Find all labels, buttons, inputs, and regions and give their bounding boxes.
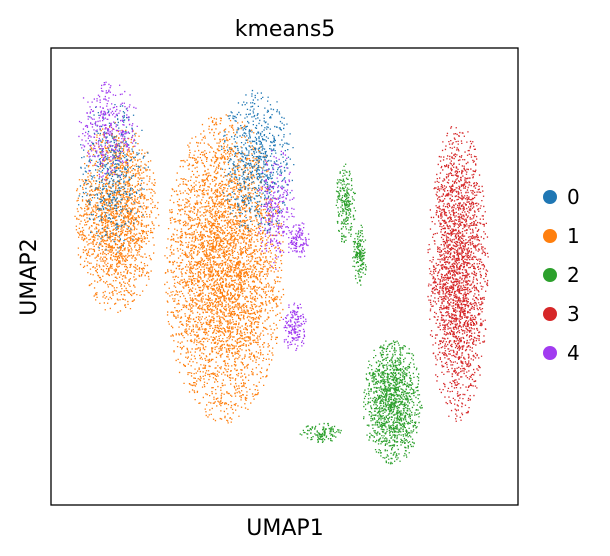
cluster-4-points [282,302,307,351]
legend-label-1: 1 [567,224,580,248]
cluster-4-points [288,222,310,258]
cluster-0-group-4 [221,89,295,234]
legend: 0 1 2 3 4 [543,185,580,365]
legend-marker-3 [543,307,557,321]
cluster-0-group-1 [78,104,149,253]
cluster-2-group-8 [335,163,357,243]
scatter-points [74,81,489,465]
cluster-1-group-0 [74,121,160,314]
legend-label-3: 3 [567,302,580,326]
legend-marker-0 [543,190,557,204]
cluster-1-points [74,121,160,314]
cluster-2-points [363,340,423,465]
cluster-2-group-11 [299,422,342,443]
cluster-0-points [221,89,295,234]
cluster-4-group-7 [288,222,310,258]
cluster-3-group-12 [427,126,489,422]
cluster-4-group-2 [78,81,138,181]
chart-title: kmeans5 [235,17,336,42]
legend-label-2: 2 [567,263,580,287]
cluster-2-group-10 [363,340,423,465]
cluster-1-group-3 [164,114,285,424]
legend-label-4: 4 [567,341,580,365]
cluster-4-group-5 [258,150,295,270]
cluster-1-points [164,114,285,424]
y-axis-label: UMAP2 [17,238,42,315]
legend-label-0: 0 [567,185,580,209]
plot-frame [50,47,519,506]
legend-marker-4 [543,346,557,360]
cluster-2-points [352,224,367,286]
cluster-2-group-9 [352,224,367,286]
x-axis-label: UMAP1 [246,516,323,541]
cluster-2-points [335,163,357,243]
cluster-4-group-6 [282,302,307,351]
cluster-2-points [299,422,342,443]
cluster-4-points [78,81,138,181]
legend-marker-1 [543,229,557,243]
cluster-4-points [258,150,295,270]
cluster-0-points [78,104,149,253]
cluster-3-points [427,126,489,422]
legend-marker-2 [543,268,557,282]
